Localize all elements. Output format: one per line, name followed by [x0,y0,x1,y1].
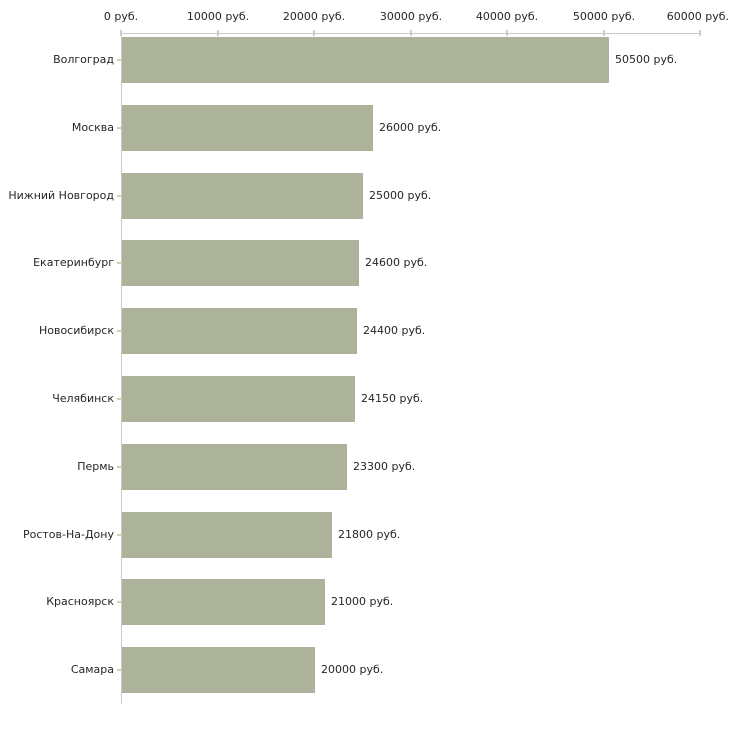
bar-value-label: 26000 руб. [379,121,442,134]
bar-value-label: 24150 руб. [361,392,424,405]
x-axis-tick-label: 50000 руб. [572,10,636,23]
y-axis-tick [117,534,121,536]
category-label: Москва [71,121,114,134]
category-label: Челябинск [52,392,114,405]
bar-value-label: 21800 руб. [338,528,401,541]
y-axis-tick [117,398,121,400]
category-label: Новосибирск [38,324,114,337]
bar [122,579,325,625]
x-axis-tick-label: 30000 руб. [379,10,443,23]
bar-value-label: 25000 руб. [369,189,432,202]
category-label: Нижний Новгород [8,189,114,202]
bar-value-label: 20000 руб. [321,663,384,676]
y-axis-line [121,33,122,704]
x-axis-tick-label: 10000 руб. [186,10,250,23]
bar [122,37,609,83]
y-axis-tick [117,601,121,603]
category-label: Красноярск [46,595,114,608]
bar [122,308,357,354]
x-axis-tick-label: 20000 руб. [282,10,346,23]
x-axis-tick-label: 0 руб. [103,10,139,23]
bar [122,444,347,490]
bar [122,105,373,151]
category-label: Самара [70,663,114,676]
bar [122,240,359,286]
category-label: Екатеринбург [33,256,114,269]
bar-value-label: 50500 руб. [615,53,678,66]
bar [122,376,355,422]
category-label: Ростов-На-Дону [22,528,114,541]
y-axis-tick [117,262,121,264]
bar-value-label: 23300 руб. [353,460,416,473]
x-axis-tick-label: 60000 руб. [666,10,729,23]
bar-value-label: 21000 руб. [331,595,394,608]
category-label: Пермь [77,460,114,473]
bar [122,647,315,693]
y-axis-tick [117,127,121,129]
category-label: Волгоград [53,53,114,66]
bar [122,173,363,219]
y-axis-tick [117,59,121,61]
bar [122,512,332,558]
y-axis-tick [117,466,121,468]
bar-value-label: 24600 руб. [365,256,428,269]
y-axis-tick [117,330,121,332]
x-axis-line [121,33,701,34]
bar-value-label: 24400 руб. [363,324,426,337]
x-axis-tick-label: 40000 руб. [475,10,539,23]
y-axis-tick [117,195,121,197]
y-axis-tick [117,669,121,671]
